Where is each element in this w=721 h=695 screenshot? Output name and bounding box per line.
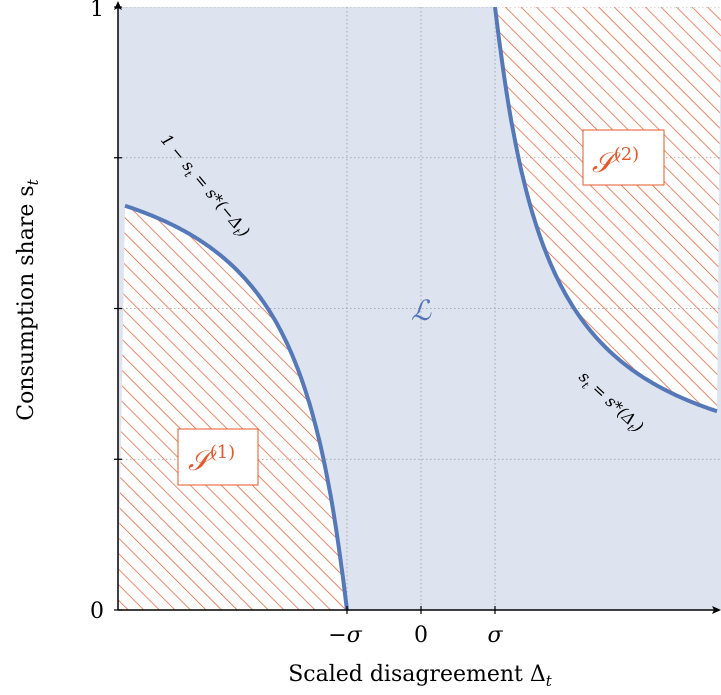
y-axis-title: Consumption share st	[14, 178, 42, 420]
boundary-curve-1	[124, 203, 349, 610]
tick-marks	[114, 6, 496, 614]
x-tick-label-0: 0	[414, 623, 428, 648]
x-axis-arrow	[712, 606, 721, 614]
region-L-label: ℒ	[411, 294, 432, 327]
x-tick-label-sigma: σ	[487, 623, 503, 648]
region-S2-label-box: 𝒮(2)	[582, 129, 665, 186]
y-axis-arrow	[114, 1, 122, 10]
region-S2	[495, 7, 721, 412]
boundary-curve-2	[493, 7, 718, 414]
y-tick-label-1: 1	[90, 0, 104, 22]
x-axis-title: Scaled disagreement Δt	[288, 662, 553, 690]
grid	[118, 7, 721, 610]
region-S1	[118, 205, 347, 610]
x-tick-label-neg-sigma: −σ	[328, 623, 362, 648]
y-tick-label-0: 0	[90, 599, 104, 624]
region-S1-label-box: 𝒮(1)	[177, 428, 259, 486]
